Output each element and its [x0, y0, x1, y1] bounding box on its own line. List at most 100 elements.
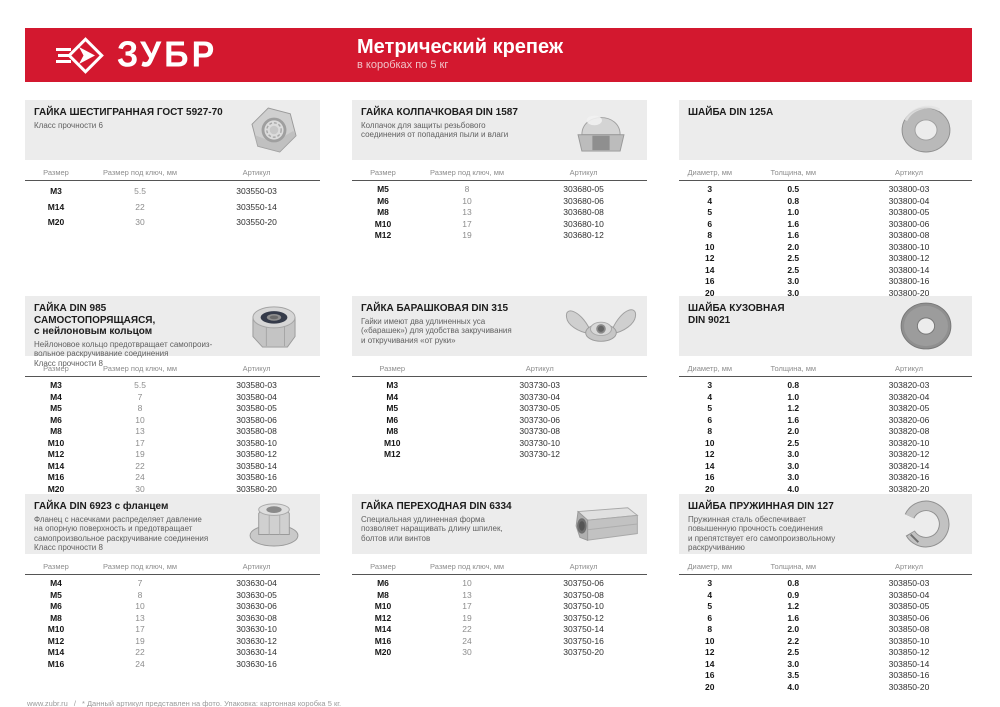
table-cell: 303750-14 [563, 624, 604, 634]
table-cell: М6 [377, 195, 389, 206]
table-cell: М3 [386, 380, 399, 390]
table-cell: 10 [462, 578, 472, 588]
column-header: Артикул [845, 560, 972, 575]
column-header: Артикул [193, 166, 320, 181]
table-cell: 2.0 [787, 426, 800, 436]
zubr-arrow-diamond-icon [56, 37, 104, 74]
table-cell: М10 [374, 218, 392, 229]
table-cell: 5 [707, 403, 713, 413]
table-cell: 22 [135, 201, 145, 212]
section-description: Фланец с насечками распределяет давление… [34, 514, 209, 553]
table-cell: 303730-08 [519, 426, 561, 436]
section-coupling-nut: ГАЙКА ПЕРЕХОДНАЯ DIN 6334 Специальная уд… [352, 494, 647, 693]
table-row: М20 30 303550-20 [25, 215, 320, 231]
table-row: М20 30 303580-20 [25, 484, 320, 496]
table-cell: 303750-10 [563, 601, 604, 611]
table-cell: 5 [707, 207, 713, 217]
table-row: М6 303730-06 [352, 415, 647, 427]
table-cell: 17 [135, 624, 145, 634]
section-info-panel: ГАЙКА DIN 6923 с фланцем Фланец с насечк… [25, 494, 320, 554]
table-cell: М14 [47, 201, 65, 212]
table-cell: 14 [705, 264, 715, 275]
section-title: ГАЙКА БАРАШКОВАЯ DIN 315 [361, 303, 509, 314]
table-row: М14 22 303630-14 [25, 647, 320, 659]
table-cell: 303850-12 [888, 647, 930, 657]
table-cell: 303750-16 [563, 635, 604, 646]
column-header: Диаметр, мм [679, 362, 741, 377]
wing-nut-photo [566, 309, 636, 342]
table-row: 10 2.2 303850-10 [679, 636, 972, 648]
table-cell: 24 [462, 635, 472, 646]
table-row: 5 1.2 303850-05 [679, 601, 972, 613]
table-row: 3 0.8 303820-03 [679, 377, 972, 392]
section-info-panel: ГАЙКА ШЕСТИГРАННАЯ ГОСТ 5927-70 Класс пр… [25, 100, 320, 160]
table-row: М12 303730-12 [352, 449, 647, 461]
table-cell: 2.5 [787, 264, 800, 275]
table-cell: 303730-03 [519, 380, 561, 390]
column-header: Артикул [520, 166, 647, 181]
table-cell: 10 [705, 437, 715, 448]
column-header: Артикул [845, 166, 972, 181]
table-cell: 14 [705, 658, 715, 669]
table-row: М4 303730-04 [352, 392, 647, 404]
table-row: М8 13 303630-08 [25, 613, 320, 625]
table-row: М4 7 303630-04 [25, 575, 320, 590]
table-cell: 13 [135, 612, 145, 623]
section-info-panel: ШАЙБА ПРУЖИННАЯ DIN 127 Пружинная сталь … [679, 494, 972, 554]
table-row: М3 5.5 303580-03 [25, 377, 320, 392]
table-row: 20 3.0 303800-20 [679, 288, 972, 300]
page-footer: www.zubr.ru / * Данный артикул представл… [27, 699, 972, 707]
table-row: М12 19 303680-12 [352, 230, 647, 242]
column-header: Размер [352, 166, 414, 181]
section-nylon-lock-nut: ГАЙКА DIN 985 САМОСТОПОРЯЩАЯСЯ, с нейлон… [25, 296, 320, 494]
table-row: 14 3.0 303820-14 [679, 461, 972, 473]
table-cell: М20 [47, 483, 65, 494]
table-cell: 2.0 [787, 624, 800, 634]
table-row: 3 0.5 303800-03 [679, 181, 972, 196]
section-info-panel: ГАЙКА БАРАШКОВАЯ DIN 315 Гайки имеют два… [352, 296, 647, 356]
section-title: ГАЙКА ШЕСТИГРАННАЯ ГОСТ 5927-70 [34, 107, 223, 118]
table-cell: 303580-06 [236, 414, 277, 425]
site-link[interactable]: www.zubr.ru [27, 699, 68, 707]
table-row: М4 7 303580-04 [25, 392, 320, 404]
table-cell: 5.5 [134, 186, 146, 196]
table-row: М5 8 303580-05 [25, 403, 320, 415]
table-row: М10 17 303750-10 [352, 601, 647, 613]
table-cell: 12 [705, 449, 715, 459]
section-description: Специальная удлиненная форма позволяет н… [361, 514, 503, 543]
table-cell: 8 [464, 184, 470, 194]
table-row: М14 22 303550-14 [25, 200, 320, 216]
column-header: Толщина, мм [740, 362, 846, 377]
table-cell: 303680-10 [563, 218, 604, 229]
section-flat-washer: ШАЙБА DIN 125A Диаметр, мм Толщина, мм Арт… [679, 100, 972, 298]
table-cell: 17 [462, 218, 472, 229]
table-cell: 3 [707, 578, 713, 588]
table-cell: 303850-08 [888, 624, 930, 634]
table-row: М16 24 303580-16 [25, 472, 320, 484]
table-row: 3 0.8 303850-03 [679, 575, 972, 590]
table-cell: 303850-20 [888, 681, 930, 692]
table-cell: 13 [462, 589, 472, 600]
section-description: Колпачок для защиты резьбового соединени… [361, 120, 509, 140]
table-cell: 303730-05 [519, 403, 561, 413]
table-cell: 3.0 [787, 460, 800, 471]
table-cell: М12 [374, 612, 392, 623]
table-cell: 8 [707, 426, 713, 436]
table-cell: М14 [47, 647, 65, 657]
table-cell: 0.8 [787, 195, 800, 206]
section-title: ГАЙКА DIN 985 САМОСТОПОРЯЩАЯСЯ, с нейлон… [34, 303, 156, 337]
table-cell: 303580-10 [236, 437, 277, 448]
table-cell: М6 [386, 414, 399, 425]
table-cell: М5 [50, 589, 62, 600]
sections-grid: ГАЙКА ШЕСТИГРАННАЯ ГОСТ 5927-70 Класс пр… [25, 100, 972, 693]
table-cell: 303820-08 [888, 426, 930, 436]
table-row: 5 1.0 303800-05 [679, 207, 972, 219]
table-cell: М16 [374, 635, 392, 646]
table-row: 6 1.6 303800-06 [679, 219, 972, 231]
table-row: М8 303730-08 [352, 426, 647, 438]
table-row: М3 5.5 303550-03 [25, 181, 320, 200]
table-cell: 2.2 [787, 635, 800, 646]
wing-nut-table: Размер Артикул М3 303730-03 М4 303730-04 М5 303… [352, 362, 647, 461]
footer-separator: / [73, 699, 76, 707]
table-cell: 303850-06 [888, 612, 930, 623]
